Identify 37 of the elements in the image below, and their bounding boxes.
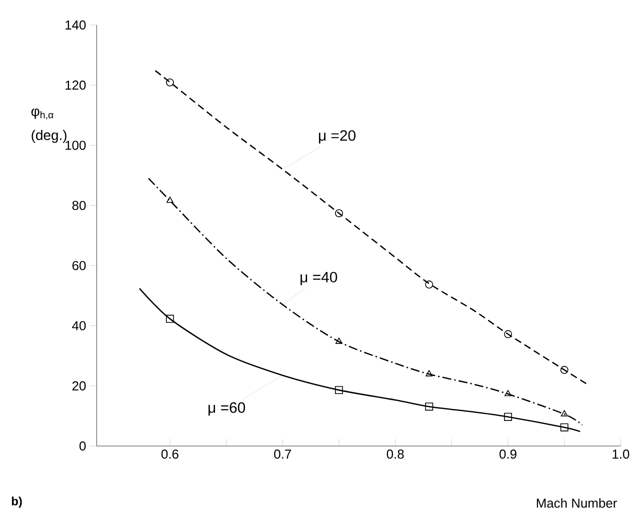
- point: [166, 196, 174, 203]
- y-tick-label: 100: [66, 140, 86, 150]
- text: μ =20: [318, 130, 356, 144]
- y-tick-label: 120: [66, 80, 86, 90]
- point: [334, 209, 343, 218]
- point: [425, 280, 434, 288]
- y-tick-label: 60: [72, 260, 86, 270]
- line-series: [148, 178, 584, 426]
- x-tick-label: 1.0: [612, 450, 630, 459]
- point: [166, 78, 174, 86]
- line-series: [138, 288, 581, 432]
- point: [335, 338, 342, 344]
- x-tick-label: 0.9: [500, 450, 516, 459]
- x-axis-title: Mach Number: [536, 498, 617, 508]
- point: [504, 390, 512, 396]
- y-tick-label: 40: [72, 321, 86, 330]
- point: [560, 410, 568, 416]
- y-axis-title: φ$_{h,α}$ (deg.): [31, 108, 66, 143]
- line-series: [154, 70, 588, 385]
- series-label: μ =40: [300, 272, 338, 286]
- y-tick-label: 20: [72, 381, 86, 390]
- point: [425, 402, 434, 411]
- point: [504, 412, 512, 421]
- point: [334, 386, 343, 394]
- x-tick-label: 0.6: [161, 450, 178, 459]
- y-tick-label: 140: [66, 20, 86, 30]
- y-tick-label: 0: [80, 441, 86, 451]
- point: [560, 423, 568, 432]
- point: [166, 314, 174, 323]
- x-tick-label: 0.7: [274, 450, 291, 459]
- x-tick-label: 0.8: [386, 450, 404, 459]
- text: μ =60: [208, 402, 246, 416]
- y-tick-label: 80: [72, 200, 86, 210]
- point: [560, 366, 568, 374]
- point: [504, 330, 512, 338]
- point: [426, 370, 433, 376]
- text: b): [12, 496, 22, 508]
